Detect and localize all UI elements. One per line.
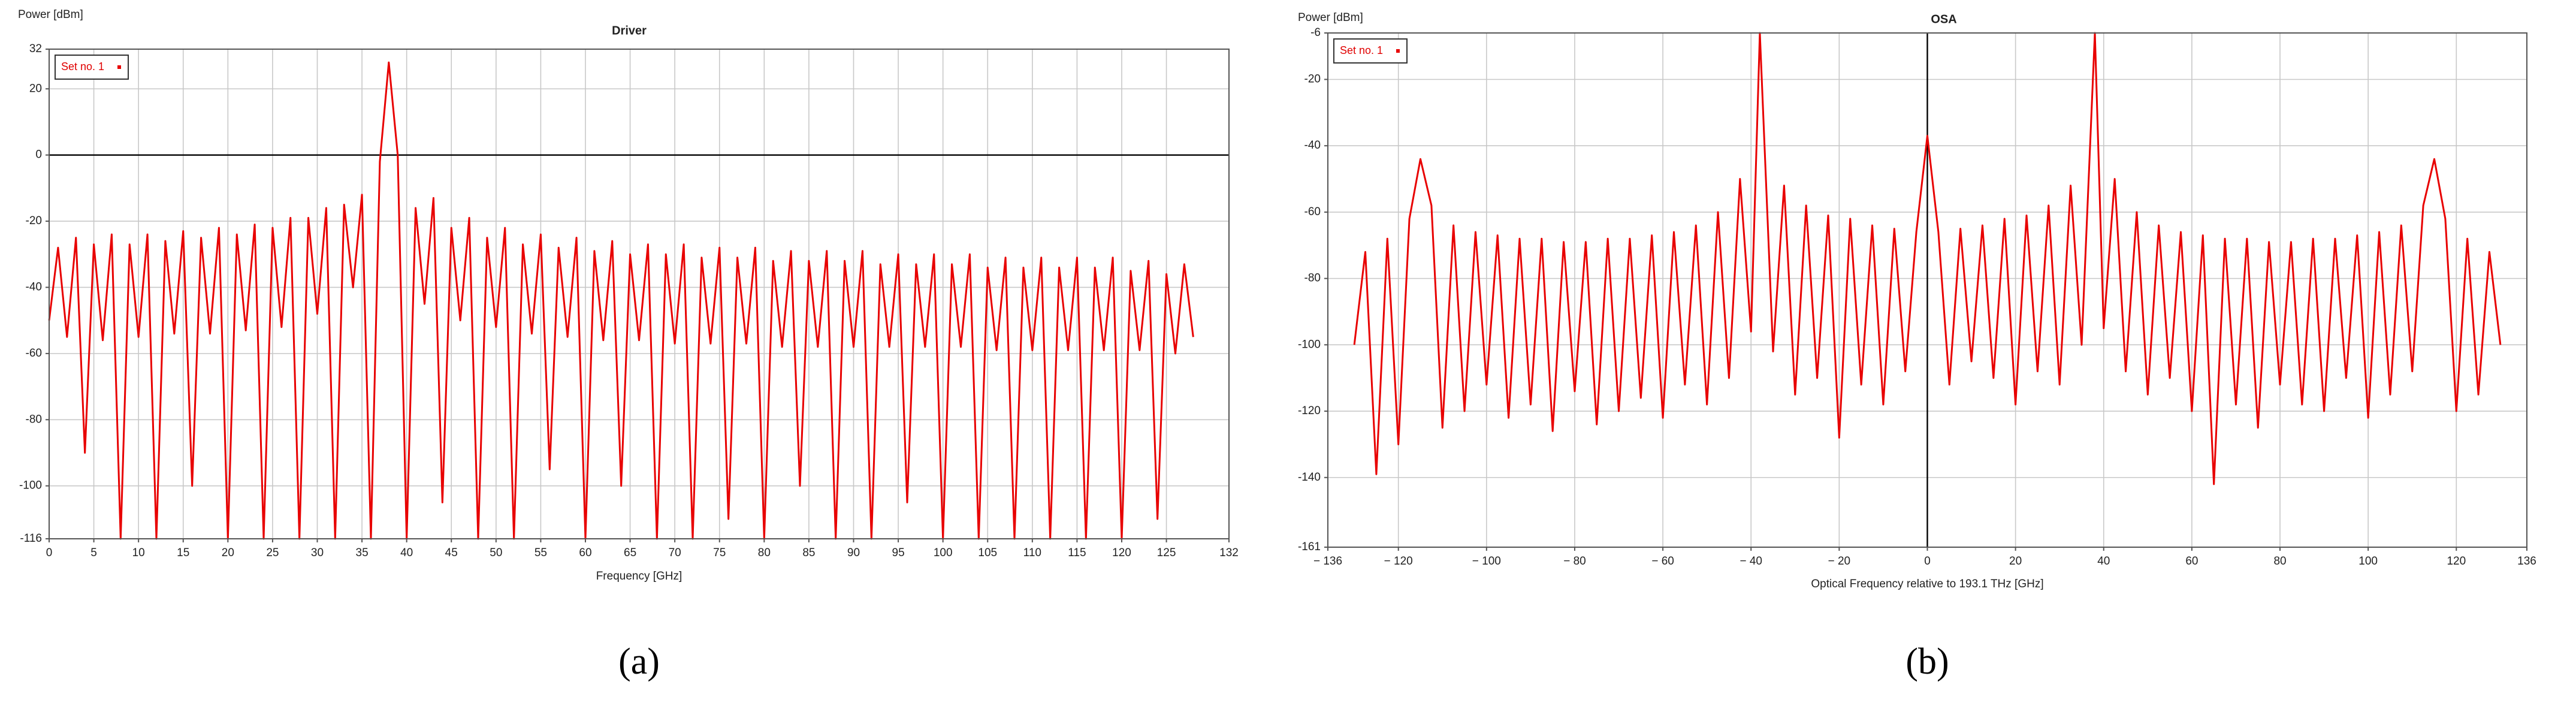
x-tick-label: 50 xyxy=(490,547,502,559)
caption: (a) xyxy=(618,641,660,682)
y-axis-label: Power [dBm] xyxy=(18,8,83,21)
y-tick-label: -100 xyxy=(1298,338,1321,351)
y-tick-label: -40 xyxy=(1304,139,1321,152)
legend-marker xyxy=(1396,49,1400,53)
x-tick-label: − 100 xyxy=(1472,555,1501,568)
x-tick-label: 100 xyxy=(934,547,953,559)
legend-entry: Set no. 1 xyxy=(1340,44,1383,56)
legend-entry: Set no. 1 xyxy=(61,61,104,73)
x-tick-label: 65 xyxy=(624,547,636,559)
y-tick-label: -6 xyxy=(1310,26,1321,39)
legend-box xyxy=(1333,38,1408,64)
x-tick-label: − 20 xyxy=(1828,555,1851,568)
x-tick-label: 0 xyxy=(46,547,53,559)
y-tick-label: -80 xyxy=(1304,272,1321,285)
x-tick-label: 40 xyxy=(400,547,413,559)
x-tick-label: − 60 xyxy=(1651,555,1674,568)
plot-frame xyxy=(1327,32,2527,548)
spectrum-line xyxy=(1353,32,2502,485)
x-tick-label: 100 xyxy=(2358,555,2378,568)
x-tick-label: 132 xyxy=(1219,547,1239,559)
y-tick-label: -116 xyxy=(20,532,42,545)
chart-panel: -116 -100 -80 -60 -40 -20 0 20 32 0 5 10 15 20 25 30 35 4… xyxy=(18,8,1239,682)
x-tick-label: 70 xyxy=(669,547,681,559)
y-tick-label: 32 xyxy=(29,43,42,55)
x-axis-label: Frequency [GHz] xyxy=(596,570,682,583)
chart-panel: -161 -140 -120 -100 -80 -60 -40 -20 -6 − 136 − 120… xyxy=(1298,11,2536,682)
y-tick-label: -60 xyxy=(1304,206,1321,218)
y-axis-label: Power [dBm] xyxy=(1298,11,1363,24)
x-tick-label: − 136 xyxy=(1313,555,1342,568)
x-tick-label: 136 xyxy=(2517,555,2536,568)
chart-title: Driver xyxy=(612,24,647,37)
y-tick-label: -20 xyxy=(1304,73,1321,86)
y-tick-label: -120 xyxy=(1298,405,1321,417)
x-tick-label: 120 xyxy=(1112,547,1131,559)
plot-frame xyxy=(49,49,1230,539)
x-tick-label: 60 xyxy=(2185,555,2198,568)
x-tick-label: 125 xyxy=(1157,547,1176,559)
y-tick-label: -20 xyxy=(26,215,42,227)
x-axis-label: Optical Frequency relative to 193.1 THz … xyxy=(1811,578,2043,590)
x-tick-label: 25 xyxy=(266,547,279,559)
x-tick-label: 75 xyxy=(713,547,726,559)
x-tick-label: 40 xyxy=(2097,555,2110,568)
y-tick-label: -100 xyxy=(19,479,42,492)
spectrum-line xyxy=(48,61,1194,540)
x-tick-label: 60 xyxy=(579,547,591,559)
x-tick-label: 90 xyxy=(847,547,860,559)
x-tick-label: 80 xyxy=(2273,555,2286,568)
x-tick-label: 35 xyxy=(356,547,369,559)
x-tick-label: 5 xyxy=(90,547,97,559)
chart-title: OSA xyxy=(1931,13,1956,26)
x-tick-label: 115 xyxy=(1068,547,1086,559)
x-tick-label: 30 xyxy=(311,547,324,559)
x-tick-label: 120 xyxy=(2447,555,2466,568)
x-tick-label: 95 xyxy=(892,547,905,559)
y-tick-label: 0 xyxy=(35,149,42,161)
x-tick-label: 20 xyxy=(2009,555,2022,568)
x-tick-label: − 40 xyxy=(1740,555,1762,568)
x-tick-label: 45 xyxy=(445,547,458,559)
x-tick-label: 85 xyxy=(802,547,815,559)
x-tick-label: − 80 xyxy=(1563,555,1586,568)
caption: (b) xyxy=(1905,641,1949,682)
y-tick-label: 20 xyxy=(29,82,42,95)
x-tick-label: 55 xyxy=(534,547,547,559)
legend-marker xyxy=(117,65,121,69)
y-tick-label: -161 xyxy=(1298,541,1321,553)
x-tick-label: 105 xyxy=(978,547,997,559)
x-tick-label: 15 xyxy=(177,547,189,559)
x-tick-label: − 120 xyxy=(1384,555,1413,568)
y-tick-label: -40 xyxy=(26,280,42,293)
x-tick-label: 80 xyxy=(758,547,771,559)
y-tick-label: -80 xyxy=(26,413,42,426)
x-tick-label: 20 xyxy=(222,547,234,559)
x-tick-label: 110 xyxy=(1023,547,1041,559)
legend-box xyxy=(55,55,129,80)
x-tick-label: 0 xyxy=(1924,555,1931,568)
y-tick-label: -60 xyxy=(26,347,42,360)
x-tick-label: 10 xyxy=(132,547,145,559)
y-tick-label: -140 xyxy=(1298,471,1321,484)
